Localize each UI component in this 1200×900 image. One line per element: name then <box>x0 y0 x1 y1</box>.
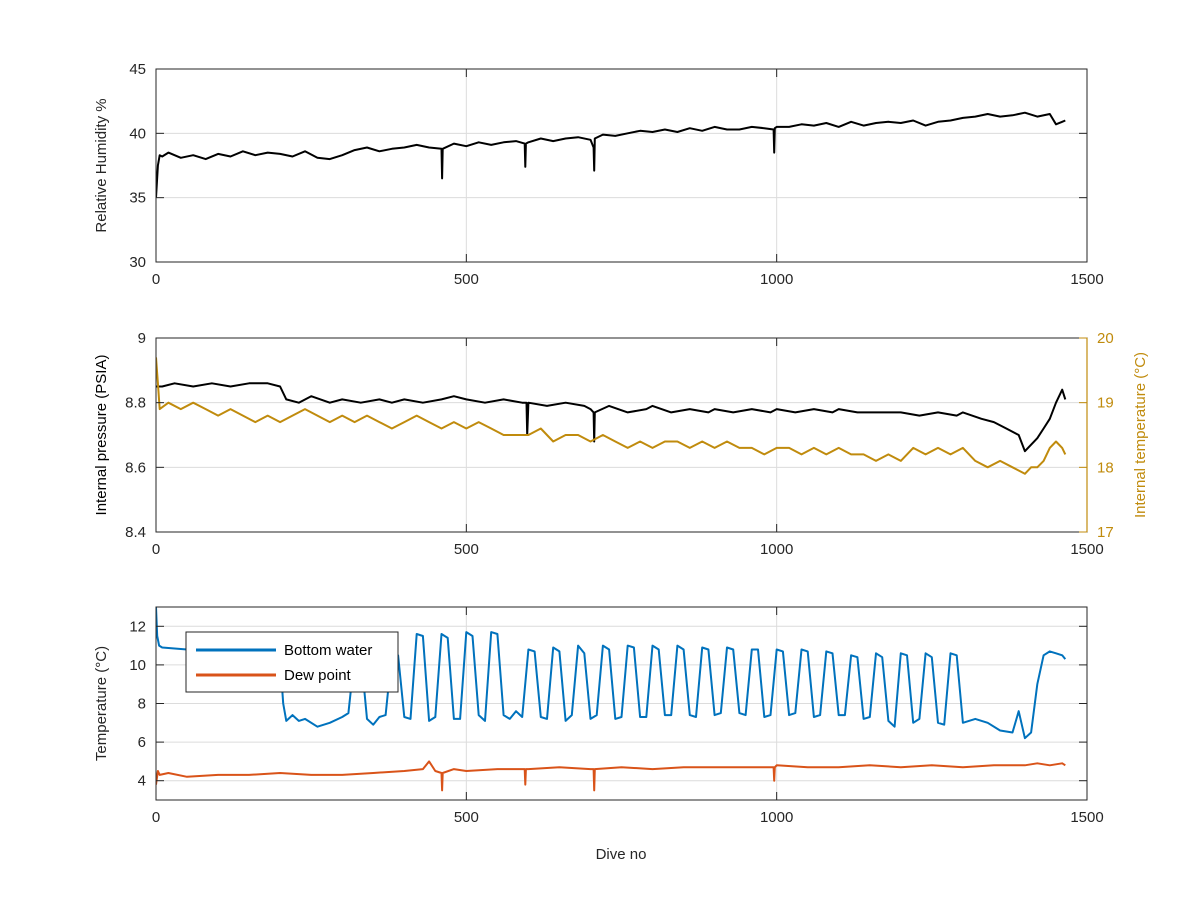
y-tick-label: 9 <box>138 330 146 347</box>
data-series-line <box>156 111 1066 198</box>
y-tick-label: 8 <box>138 696 146 713</box>
y-tick-label: 35 <box>129 190 146 207</box>
plot-area <box>156 338 1087 532</box>
y-right-tick-label: 18 <box>1097 459 1114 476</box>
x-tick-label: 1500 <box>1070 271 1103 288</box>
y-axis-label: Internal pressure (PSIA) <box>93 355 110 516</box>
x-tick-label: 0 <box>152 809 160 826</box>
x-tick-label: 500 <box>454 541 479 558</box>
internal-temperature-series-line <box>156 357 1067 475</box>
y-tick-label: 12 <box>129 618 146 635</box>
y-tick-label: 45 <box>129 61 146 78</box>
y-tick-label: 8.4 <box>125 524 146 541</box>
y-tick-label: 6 <box>138 734 146 751</box>
x-tick-label: 1000 <box>760 541 793 558</box>
x-tick-label: 1000 <box>760 809 793 826</box>
y-tick-label: 40 <box>129 125 146 142</box>
x-tick-label: 1500 <box>1070 541 1103 558</box>
y-tick-label: 8.8 <box>125 395 146 412</box>
data-series-line <box>156 382 1067 453</box>
x-axis-label: Dive no <box>596 846 647 863</box>
dew-point-series-line <box>156 760 1066 792</box>
y-right-axis-label: Internal temperature (°C) <box>1132 352 1149 518</box>
y-right-tick-label: 20 <box>1097 330 1114 347</box>
y-axis-label: Relative Humidity % <box>93 98 110 232</box>
y-tick-label: 4 <box>138 773 146 790</box>
legend-box <box>185 631 399 693</box>
y-tick-label: 30 <box>129 254 146 271</box>
x-tick-label: 1000 <box>760 271 793 288</box>
plot-area <box>156 69 1087 262</box>
x-tick-label: 0 <box>152 271 160 288</box>
series-group <box>156 357 1067 475</box>
y-tick-label: 8.6 <box>125 459 146 476</box>
legend-label: Bottom water <box>284 642 372 659</box>
x-tick-label: 500 <box>454 271 479 288</box>
bottom-water-series-line <box>156 607 1067 740</box>
legend: Bottom water Dew point <box>185 631 399 693</box>
x-tick-label: 1500 <box>1070 809 1103 826</box>
humidity-panel: 0 500 1000 1500 30 35 40 45 Relative Humidity % <box>93 61 1104 288</box>
x-tick-label: 500 <box>454 809 479 826</box>
legend-label: Dew point <box>284 667 352 684</box>
y-right-tick-label: 17 <box>1097 524 1114 541</box>
x-tick-label: 0 <box>152 541 160 558</box>
temperature-panel: 0 500 1000 1500 4 6 8 10 12 Temperature (°C) Botto… <box>93 606 1104 826</box>
series-group <box>156 607 1067 792</box>
y-right-tick-label: 19 <box>1097 395 1114 412</box>
pressure-temperature-panel: 0 500 1000 1500 8.4 8.6 8.8 9 Internal pressure … <box>93 330 1149 558</box>
axes-frame <box>155 68 1088 263</box>
series-group <box>156 111 1066 198</box>
y-tick-label: 10 <box>129 657 146 674</box>
y-axis-label: Temperature (°C) <box>93 646 110 761</box>
